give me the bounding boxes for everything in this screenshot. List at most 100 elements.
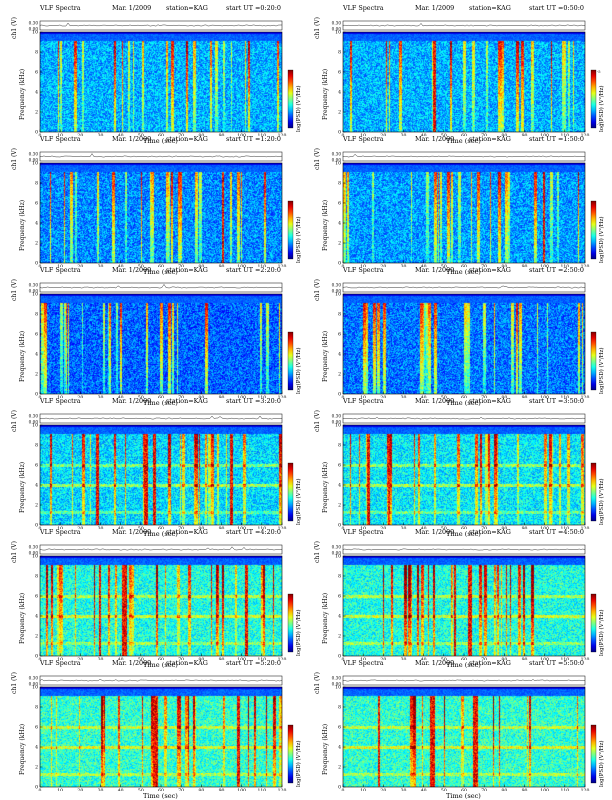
frequency-tick-label: 0: [338, 523, 341, 529]
time-axis-label: Time (sec): [446, 530, 481, 538]
time-axis-label: Time (sec): [446, 137, 481, 145]
frequency-tick-label: 0: [338, 392, 341, 398]
frequency-tick-label: 8: [338, 181, 341, 187]
frequency-tick-label: 4: [338, 90, 341, 96]
frequency-tick-label: 2: [338, 241, 341, 247]
time-tick-label: 50: [441, 788, 447, 791]
frequency-tick-label: 2: [35, 503, 38, 509]
time-tick-label: 40: [118, 526, 124, 529]
frequency-tick-label: 8: [35, 181, 38, 187]
time-tick-label: 20: [77, 788, 83, 791]
time-tick-label: 60: [461, 395, 467, 398]
time-tick-label: 40: [118, 264, 124, 267]
spectrogram-panel: VLF Spectra Mar. 1/2009 station=KAG start U…: [5, 5, 305, 145]
time-tick-label: 70: [178, 657, 184, 660]
spectrogram-image: [343, 687, 585, 787]
channel-tick-label: 0.30: [332, 21, 342, 26]
channel-tick-label: 0.00: [29, 27, 39, 32]
time-tick-label: 110: [257, 788, 266, 791]
time-tick-label: 10: [57, 788, 63, 791]
time-tick-label: 110: [257, 133, 266, 136]
frequency-tick-label: 8: [338, 705, 341, 711]
time-tick-label: 10: [57, 395, 63, 398]
time-tick-label: 40: [118, 657, 124, 660]
time-tick-label: 80: [198, 526, 204, 529]
station-label: station=KAG: [469, 659, 511, 667]
panel-title: VLF Spectra: [343, 266, 384, 274]
channel-tick-label: 0.00: [29, 420, 39, 425]
channel-tick-label: 0.00: [332, 551, 342, 556]
time-tick-label: 70: [178, 395, 184, 398]
time-tick-label: 100: [237, 264, 246, 267]
time-axis-label: Time (sec): [143, 268, 178, 276]
spectrogram-svg: 0.000.3002468100102030405060708090100110…: [29, 676, 294, 791]
frequency-tick-label: 10: [335, 30, 341, 36]
time-tick-label: 30: [401, 264, 407, 267]
frequency-tick-label: 8: [35, 312, 38, 318]
time-tick-label: 20: [380, 395, 386, 398]
time-tick-label: 10: [360, 133, 366, 136]
time-axis-label: Time (sec): [143, 661, 178, 669]
date-label: Mar. 1/2009: [415, 397, 455, 405]
channel-waveform: [39, 546, 283, 551]
time-tick-label: 120: [278, 526, 287, 529]
frequency-tick-label: 10: [335, 292, 341, 298]
time-tick-label: 30: [401, 788, 407, 791]
spectrogram-image: [40, 32, 282, 132]
panel-title: VLF Spectra: [40, 266, 81, 274]
channel-tick-label: 0.00: [29, 682, 39, 687]
time-tick-label: 80: [198, 133, 204, 136]
start-time-label: start UT =3:20:0: [226, 397, 281, 405]
time-tick-label: 100: [237, 526, 246, 529]
frequency-tick-label: 2: [338, 765, 341, 771]
colorbar-label: log(PSD) (V²/Hz): [296, 609, 302, 656]
time-tick-label: 90: [219, 395, 225, 398]
time-tick-label: 90: [522, 264, 528, 267]
frequency-tick-label: 2: [35, 241, 38, 247]
spectrogram-image: [343, 163, 585, 263]
station-label: station=KAG: [166, 528, 208, 536]
colorbar-label: log(PSD) (V²/Hz): [599, 216, 605, 263]
time-tick-label: 60: [461, 526, 467, 529]
time-tick-label: 120: [278, 395, 287, 398]
colorbar: [287, 200, 294, 260]
colorbar-label: log(PSD) (V²/Hz): [296, 216, 302, 263]
panel-title: VLF Spectra: [40, 135, 81, 143]
time-tick-label: 110: [257, 526, 266, 529]
spectrogram-image: [343, 32, 585, 132]
channel-tick-label: 0.30: [29, 676, 39, 681]
time-tick-label: 0: [342, 264, 345, 267]
frequency-tick-label: 0: [338, 785, 341, 791]
channel-waveform: [39, 284, 283, 289]
frequency-tick-label: 0: [338, 261, 341, 267]
time-tick-label: 70: [481, 395, 487, 398]
time-tick-label: 60: [158, 133, 164, 136]
colorbar: [287, 69, 294, 129]
frequency-tick-label: 8: [338, 574, 341, 580]
time-tick-label: 110: [257, 264, 266, 267]
time-tick-label: 0: [39, 526, 42, 529]
spectrogram-svg: 0.000.3002468100102030405060708090100110…: [332, 676, 597, 791]
time-tick-label: 90: [219, 264, 225, 267]
time-tick-label: 30: [401, 133, 407, 136]
time-tick-label: 30: [98, 264, 104, 267]
colorbar: [287, 331, 294, 391]
frequency-tick-label: 0: [338, 130, 341, 136]
station-label: station=KAG: [469, 397, 511, 405]
frequency-tick-label: 10: [32, 161, 38, 167]
time-tick-label: 90: [219, 788, 225, 791]
panel-title: VLF Spectra: [343, 528, 384, 536]
time-tick-label: 120: [581, 657, 590, 660]
time-tick-label: 110: [560, 133, 569, 136]
time-tick-label: 70: [481, 264, 487, 267]
panel-title: VLF Spectra: [343, 4, 384, 12]
frequency-tick-label: 8: [35, 574, 38, 580]
time-tick-label: 0: [342, 526, 345, 529]
frequency-tick-label: 6: [338, 201, 341, 207]
station-label: station=KAG: [469, 266, 511, 274]
time-axis-label: Time (sec): [446, 661, 481, 669]
time-tick-label: 30: [401, 657, 407, 660]
frequency-tick-label: 6: [35, 70, 38, 76]
spectrogram-panel: VLF Spectra Mar. 1/2009 station=KAG start U…: [5, 397, 305, 538]
frequency-tick-label: 0: [35, 261, 38, 267]
